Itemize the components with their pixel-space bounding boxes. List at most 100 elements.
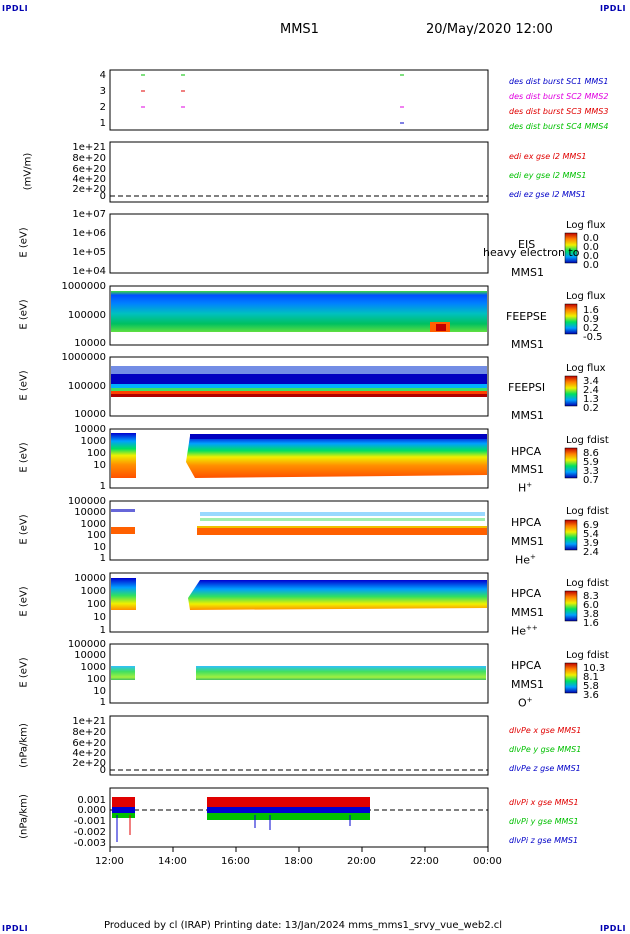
p9-spacecraft: MMS1 [511,678,544,691]
panel-5-frame [109,356,489,417]
panel-6-colorbar [564,447,578,479]
p7-species-name: He [515,553,531,567]
panel-4-colorbar [564,303,578,335]
p9-cb-v2: 5.8 [583,681,599,692]
p9-species-name: O [518,696,527,710]
p4-cb-v2: 0.2 [583,323,599,334]
p9-tick-0: 100000 [67,639,106,650]
p5-cb-v0: 3.4 [583,376,599,387]
p9-tick-5: 1 [99,697,106,708]
p8-cb-v1: 6.0 [583,600,599,611]
p7-tick-3: 100 [86,530,106,541]
p8-spacecraft: MMS1 [511,606,544,619]
p2-tick-5: 0 [99,191,106,202]
p7-cb-v0: 6.9 [583,520,599,531]
p1-legend-sc2: des dist burst SC2 MMS2 [509,92,609,101]
panel-6-frame [109,428,489,489]
panel-7-colorbar [564,519,578,551]
panel-9-colorbar [564,662,578,694]
p2-legend-ez: edi ez gse l2 MMS1 [509,190,586,199]
p1-tick-1: 1 [99,118,106,129]
p5-spacecraft: MMS1 [511,409,544,422]
p6-species-name: H [518,481,527,495]
p3-cb-v2: 0.0 [583,251,599,262]
p6-species: H+ [518,481,532,495]
corner-label-tr: IPDLI [599,4,626,13]
p8-species: He++ [511,624,538,638]
p7-tick-5: 1 [99,553,106,564]
p9-tick-4: 10 [93,686,106,697]
p9-tick-3: 100 [86,674,106,685]
p6-spacecraft: MMS1 [511,463,544,476]
p3-tick-0: 1e+07 [72,209,106,220]
p10-tick-2: 6e+20 [72,738,106,749]
p6-tick-4: 1 [99,481,106,492]
p2-legend-ex: edi ex gse l2 MMS1 [509,152,587,161]
p10-tick-5: 0 [99,765,106,776]
p4-cb-v1: 0.9 [583,314,599,325]
corner-label-br: IPDLI [599,924,626,933]
p4-cb-title: Log flux [566,291,606,302]
p7-cb-v2: 3.9 [583,538,599,549]
p5-cb-v3: 0.2 [583,403,599,414]
p9-species-charge: + [526,696,533,704]
p1-tick-3: 3 [99,86,106,97]
p7-tick-1: 10000 [74,507,106,518]
panel-9-frame [109,643,489,704]
p8-tick-3: 10 [93,612,106,623]
p6-species-charge: + [526,481,533,489]
p6-ylabel: E (eV) [18,442,30,473]
p9-cb-v3: 3.6 [583,690,599,701]
p9-ylabel: E (eV) [18,657,30,688]
p10-tick-1: 8e+20 [72,727,106,738]
p2-tick-4: 2e+20 [72,184,106,195]
p10-tick-3: 4e+20 [72,748,106,759]
p11-ylabel: (nPa/km) [18,794,30,839]
p7-tick-2: 1000 [80,519,106,530]
p10-tick-0: 1e+21 [72,716,106,727]
p11-tick-4: -0.003 [73,838,106,849]
p7-cb-v3: 2.4 [583,547,599,558]
p8-ylabel: E (eV) [18,586,30,617]
panel-5-spectrogram [111,366,487,397]
x-tick-label-1: 14:00 [158,856,187,867]
p7-cb-v1: 5.4 [583,529,599,540]
p1-legend-sc3: des dist burst SC3 MMS3 [509,107,609,116]
corner-label-bl: IPDLI [2,924,29,933]
p11-tick-3: -0.002 [73,827,106,838]
x-tick-label-0: 12:00 [95,856,124,867]
p10-legend-x: dlvPe x gse MMS1 [509,726,582,735]
p3-overlay-text: heavy electron to [483,246,580,259]
p4-tick-0: 1000000 [61,281,106,292]
spacecraft-title: MMS1 [280,22,319,37]
p9-cb-v1: 8.1 [583,672,599,683]
p5-tick-2: 10000 [74,409,106,420]
panel-8-colorbar [564,590,578,622]
p7-ylabel: E (eV) [18,514,30,545]
p6-tick-2: 100 [86,448,106,459]
p3-cb-v0: 0.0 [583,233,599,244]
panel-1-burst-marks [141,74,404,124]
p3-spacecraft: MMS1 [511,266,544,279]
p6-cb-v0: 8.6 [583,448,599,459]
p7-species: He+ [515,553,536,567]
p6-cb-v3: 0.7 [583,475,599,486]
p4-spacecraft: MMS1 [511,338,544,351]
p8-species-charge: ++ [526,624,538,632]
p3-tick-2: 1e+05 [72,247,106,258]
p7-cb-title: Log fdist [566,506,609,517]
p5-cb-v1: 2.4 [583,385,599,396]
panel-9-spectrogram [111,666,486,680]
p7-spacecraft: MMS1 [511,535,544,548]
p5-instrument: FEEPSI [508,381,546,394]
panel-3-frame [109,213,489,274]
p11-tick-1: 0.000 [77,805,106,816]
p2-tick-2: 6e+20 [72,164,106,175]
p2-tick-0: 1e+21 [72,142,106,153]
x-tick-label-6: 00:00 [473,856,502,867]
p4-tick-2: 10000 [74,338,106,349]
panel-3-colorbar [564,232,578,264]
p4-tick-1: 100000 [67,310,106,321]
p9-tick-2: 1000 [80,662,106,673]
